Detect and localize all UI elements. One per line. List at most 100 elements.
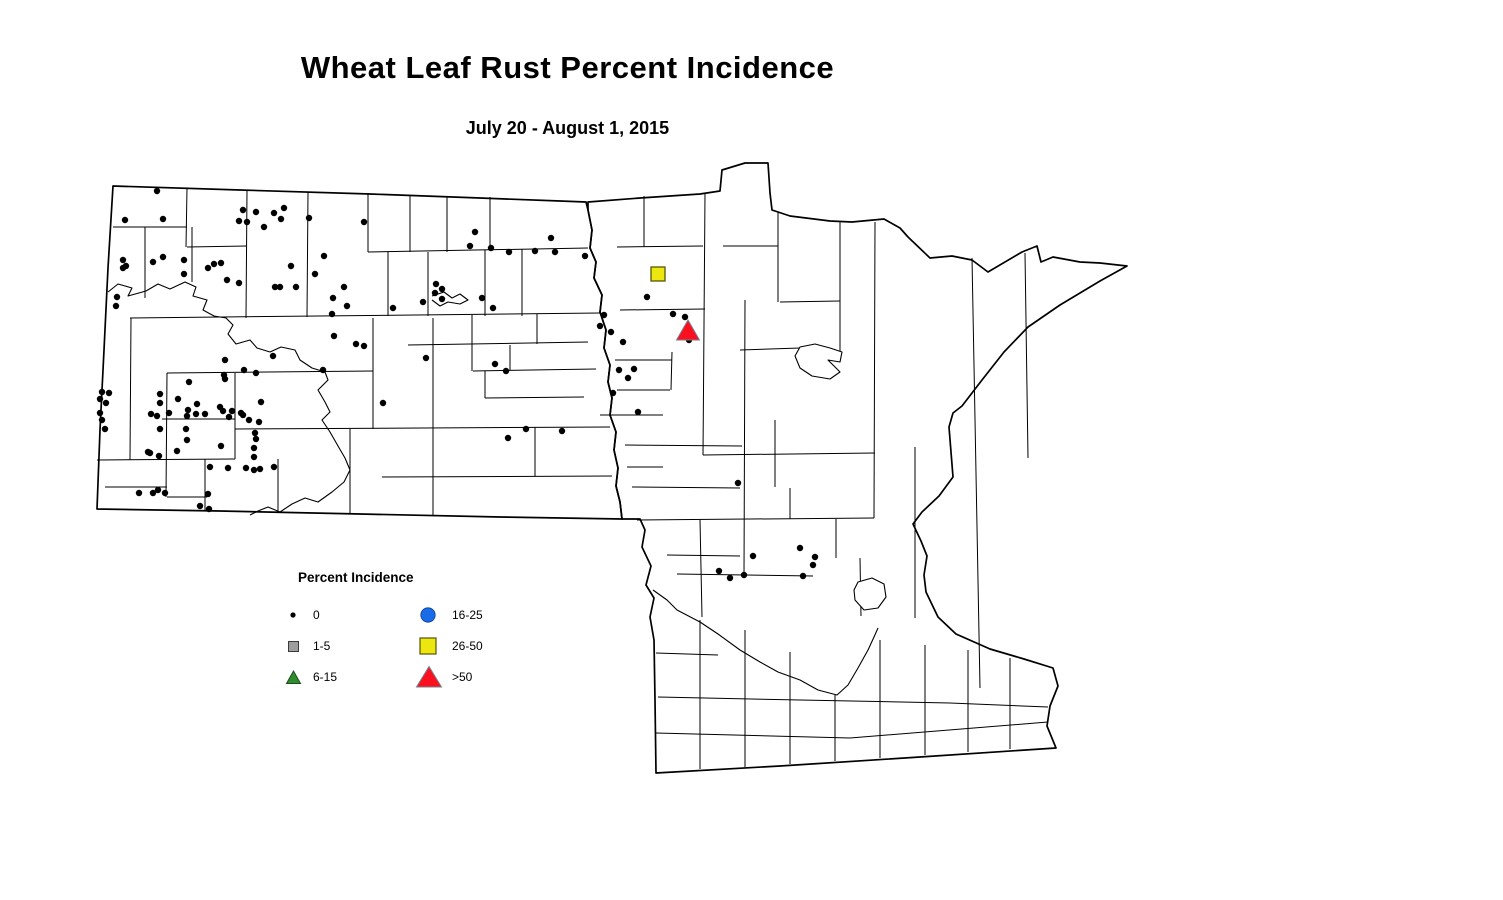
- legend-item-16-25: 16-25: [415, 599, 483, 630]
- survey-site-dot: [205, 505, 213, 513]
- survey-site-dot: [305, 214, 313, 222]
- survey-site-dot: [174, 395, 182, 403]
- gray-square-icon: [288, 640, 299, 652]
- survey-site-dot: [607, 328, 615, 336]
- survey-site-dot: [210, 260, 218, 268]
- survey-site-dot: [558, 427, 566, 435]
- survey-site-dot: [96, 395, 104, 403]
- survey-site-dot: [257, 398, 265, 406]
- red-lake: [794, 343, 843, 380]
- green-triangle-icon: [285, 669, 302, 684]
- county-boundary: [873, 221, 876, 519]
- legend-item-gt50: >50: [415, 661, 483, 692]
- survey-site-dot: [242, 464, 250, 472]
- survey-site-dot: [219, 407, 227, 415]
- survey-site-dot: [250, 453, 258, 461]
- survey-site-dot: [101, 425, 109, 433]
- survey-site-dot: [340, 283, 348, 291]
- survey-site-dot: [204, 264, 212, 272]
- survey-site-dot: [147, 410, 155, 418]
- survey-site-dot: [173, 447, 181, 455]
- mille-lacs-lake: [853, 577, 887, 611]
- survey-site-dot: [352, 340, 360, 348]
- survey-site-dot: [159, 215, 167, 223]
- survey-site-dot: [311, 270, 319, 278]
- survey-site-dot: [260, 223, 268, 231]
- survey-site-dot: [252, 435, 260, 443]
- survey-site-dot: [329, 294, 337, 302]
- county-boundary: [971, 257, 981, 689]
- survey-site-dot: [478, 294, 486, 302]
- survey-site-dot: [431, 289, 439, 297]
- county-boundary: [166, 370, 374, 374]
- survey-site-dot: [156, 425, 164, 433]
- county-boundary: [1024, 252, 1029, 459]
- county-boundary: [619, 308, 706, 311]
- survey-site-dot: [487, 244, 495, 252]
- survey-site-dot: [98, 416, 106, 424]
- survey-site-dot: [271, 283, 279, 291]
- survey-site-dot: [239, 411, 247, 419]
- survey-site-dot: [149, 258, 157, 266]
- survey-site-dot: [491, 360, 499, 368]
- survey-site-dot: [159, 253, 167, 261]
- survey-site-dot: [252, 369, 260, 377]
- county-boundary: [407, 341, 589, 346]
- survey-site-dot: [119, 256, 127, 264]
- survey-site-dot: [277, 215, 285, 223]
- survey-site-dot: [619, 338, 627, 346]
- survey-site-dot: [217, 442, 225, 450]
- survey-site-dot: [624, 374, 632, 382]
- page-title: Wheat Leaf Rust Percent Incidence: [300, 50, 835, 85]
- survey-site-dot: [280, 204, 288, 212]
- legend-item-1-5: 1-5: [282, 630, 415, 661]
- survey-site-dot: [531, 247, 539, 255]
- survey-site-dot: [119, 264, 127, 272]
- county-boundary: [165, 372, 168, 498]
- minnesota-outline: [587, 162, 1128, 774]
- legend-item-6-15: 6-15: [282, 661, 415, 692]
- county-boundary: [185, 187, 188, 248]
- survey-site-dot: [740, 571, 748, 579]
- survey-site-dot: [240, 366, 248, 374]
- survey-site-dot: [643, 293, 651, 301]
- survey-site-dot: [225, 413, 233, 421]
- survey-site-dot: [156, 390, 164, 398]
- survey-site-dot: [239, 206, 247, 214]
- survey-site-dot: [320, 252, 328, 260]
- survey-site-dot: [235, 279, 243, 287]
- survey-site-dot: [389, 304, 397, 312]
- survey-site-dot: [251, 429, 259, 437]
- survey-site-dot: [715, 567, 723, 575]
- county-boundary: [186, 245, 248, 248]
- county-boundary: [636, 517, 875, 521]
- survey-site-dot: [112, 302, 120, 310]
- survey-site-dot: [153, 187, 161, 195]
- legend-label: 26-50: [452, 638, 483, 653]
- legend-label: >50: [452, 669, 473, 684]
- survey-site-dot: [235, 217, 243, 225]
- survey-site-dot: [419, 298, 427, 306]
- county-boundary: [779, 300, 841, 303]
- survey-site-dot: [270, 463, 278, 471]
- survey-site-dot: [256, 465, 264, 473]
- county-boundary: [129, 312, 601, 319]
- survey-site-dot: [615, 366, 623, 374]
- county-boundary: [670, 351, 673, 391]
- survey-site-dot: [252, 208, 260, 216]
- county-boundary: [666, 554, 741, 557]
- survey-site-dot: [105, 389, 113, 397]
- survey-site-dot: [255, 418, 263, 426]
- survey-site-dot: [224, 464, 232, 472]
- legend-label: 0: [313, 607, 320, 622]
- devils-lake: [431, 291, 469, 307]
- survey-site-dot: [581, 252, 589, 260]
- survey-site-dot: [183, 412, 191, 420]
- survey-site-dot: [270, 209, 278, 217]
- survey-site-dot: [749, 552, 757, 560]
- survey-site-dot: [146, 449, 154, 457]
- survey-site-dot: [161, 489, 169, 497]
- county-boundary: [739, 347, 801, 351]
- legend-label: 1-5: [313, 638, 331, 653]
- survey-site-dot: [669, 310, 677, 318]
